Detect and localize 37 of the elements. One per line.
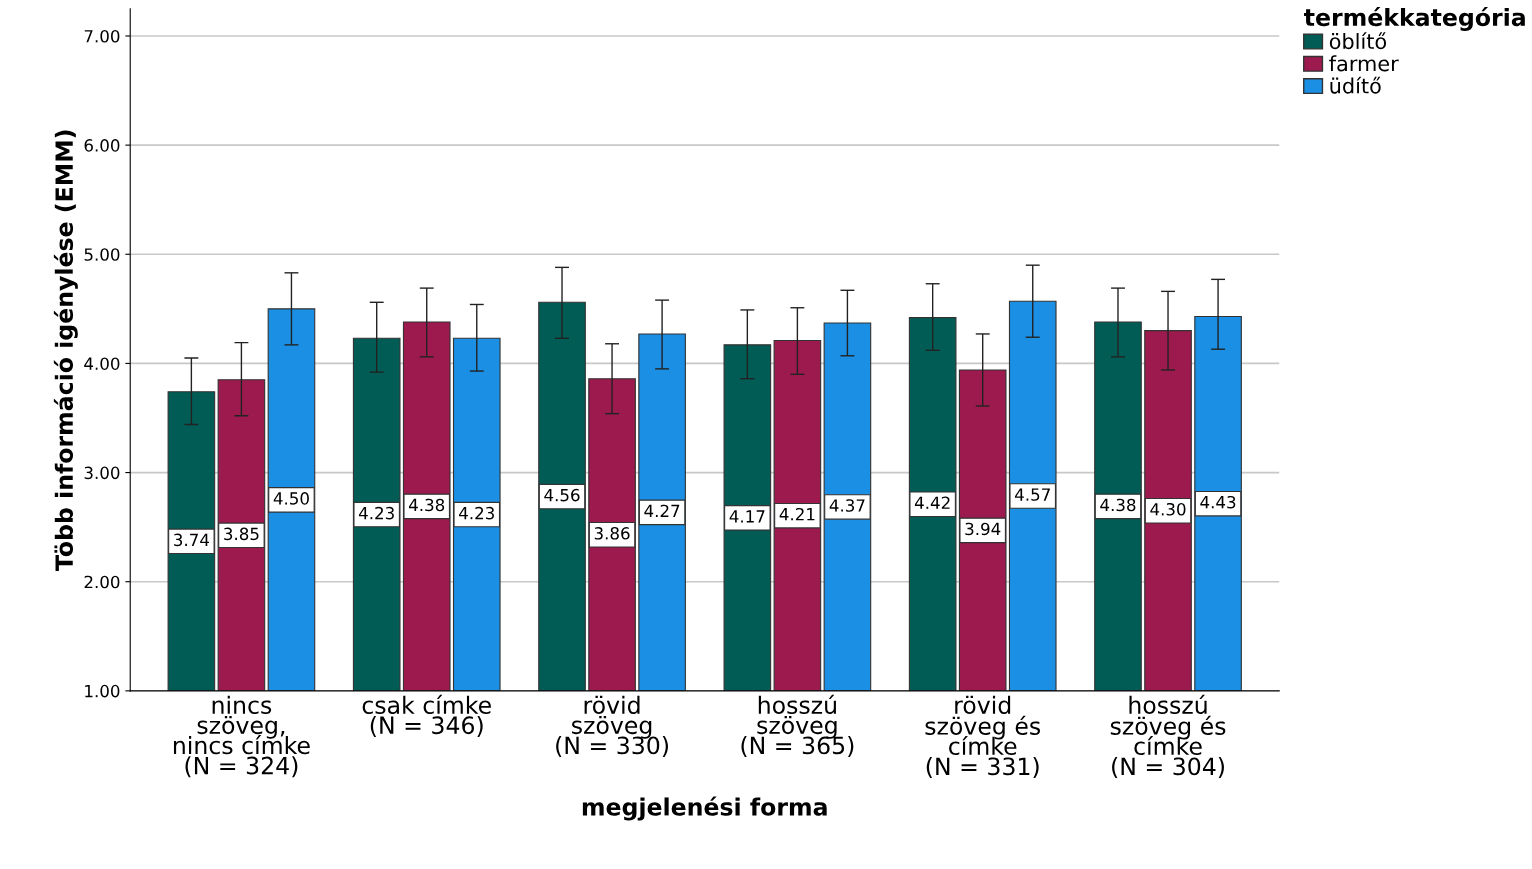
data-label: 4.37	[829, 499, 865, 512]
legend-title: termékkategória	[1304, 6, 1525, 31]
data-label: 4.27	[644, 504, 680, 517]
data-label: 4.17	[729, 510, 765, 523]
data-label: 4.38	[1100, 498, 1136, 512]
y-tick-label: 7.00	[84, 29, 120, 43]
data-label: 4.50	[273, 492, 309, 505]
x-tick-label: rövid szöveg (N = 330)	[556, 695, 668, 758]
data-label: 4.38	[409, 498, 445, 512]
legend-label: öblítő	[1329, 32, 1387, 50]
y-tick-label: 6.00	[84, 139, 120, 152]
x-tick-label: hosszú szöveg és címke (N = 304)	[1110, 694, 1226, 779]
data-label: 4.23	[459, 506, 494, 520]
y-tick-label: 2.00	[84, 575, 120, 589]
x-axis-title: megjelenési forma	[582, 796, 827, 821]
data-label: 4.23	[358, 506, 394, 520]
data-label: 4.56	[544, 488, 580, 502]
legend-label: farmer	[1329, 55, 1399, 72]
data-label: 4.21	[779, 507, 815, 521]
y-tick-label: 3.00	[84, 466, 120, 480]
x-tick-label: hosszú szöveg (N = 365)	[741, 694, 854, 758]
x-tick-label: csak címke (N = 346)	[362, 694, 491, 737]
legend-label: üdítő	[1330, 76, 1381, 94]
data-label: 3.85	[224, 527, 259, 541]
x-tick-label: nincs szöveg, nincs címke (N = 324)	[173, 695, 310, 778]
y-tick-label: 1.00	[85, 684, 120, 698]
data-label: 3.74	[174, 533, 209, 547]
y-tick-label: 5.00	[84, 248, 120, 261]
data-label: 4.57	[1015, 488, 1050, 501]
data-label: 3.86	[594, 527, 630, 540]
y-axis-title: Több információ igénylése (EMM)	[53, 130, 78, 571]
x-tick-label: rövid szöveg és címke (N = 331)	[925, 695, 1041, 779]
y-tick-label: 4.00	[84, 357, 120, 370]
data-label: 4.30	[1150, 502, 1186, 516]
data-label: 4.43	[1200, 495, 1236, 509]
data-label: 3.94	[965, 522, 1001, 536]
data-label: 4.42	[914, 496, 950, 509]
